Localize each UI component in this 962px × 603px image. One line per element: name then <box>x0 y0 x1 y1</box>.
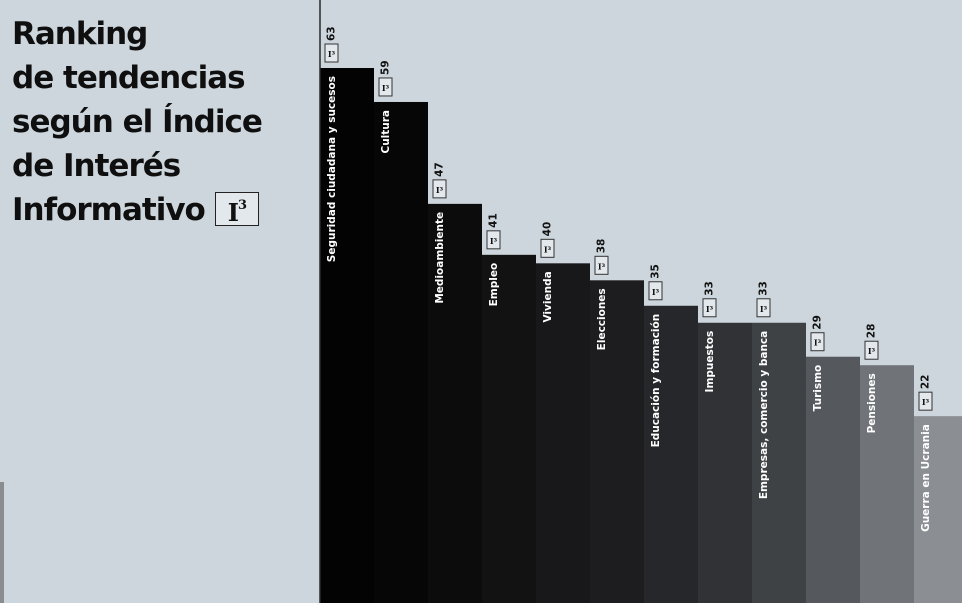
bar-value-label: 22 <box>920 375 932 390</box>
chart-title: Ranking de tendencias según el Índice de… <box>12 12 312 232</box>
bar-category-label: Cultura <box>380 110 392 154</box>
bar <box>806 356 860 603</box>
value-badge <box>540 238 555 258</box>
bar <box>644 305 698 603</box>
value-badge <box>378 77 393 97</box>
bar <box>752 322 806 603</box>
value-badge <box>810 332 825 352</box>
bar <box>374 101 428 603</box>
value-badge <box>702 298 717 318</box>
bar-value-label: 59 <box>380 60 392 75</box>
bar-category-label: Medioambiente <box>434 212 446 304</box>
bar-category-label: Turismo <box>812 365 824 412</box>
value-badge-text: I³ <box>706 304 714 314</box>
bar-category-label: Impuestos <box>704 331 716 393</box>
bar-value-label: 35 <box>650 264 662 279</box>
bar-category-label: Empleo <box>488 263 500 307</box>
bar-category-label: Seguridad ciudadana y sucesos <box>326 76 338 262</box>
title-line: Informativo I3 <box>12 188 312 232</box>
bar <box>320 68 374 603</box>
bar <box>860 365 914 603</box>
bar-value-label: 41 <box>488 213 500 228</box>
value-badge-text: I³ <box>544 244 552 254</box>
value-badge <box>756 298 771 318</box>
bar <box>482 254 536 603</box>
bar-value-label: 63 <box>326 26 338 41</box>
bar-category-label: Vivienda <box>542 271 554 322</box>
value-badge <box>864 340 879 360</box>
bar-value-label: 40 <box>542 222 554 237</box>
title-line: según el Índice <box>12 104 263 140</box>
bar-value-label: 28 <box>866 324 878 339</box>
value-badge <box>324 43 339 63</box>
bar-category-label: Empresas, comercio y banca <box>758 331 770 499</box>
bar-category-label: Pensiones <box>866 373 878 433</box>
bar-value-label: 38 <box>596 239 608 254</box>
badge-superscript: 3 <box>237 197 247 213</box>
value-badge-text: I³ <box>652 287 660 297</box>
value-badge-text: I³ <box>328 49 336 59</box>
value-badge-text: I³ <box>922 397 930 407</box>
bar <box>536 263 590 603</box>
bar-value-label: 33 <box>758 281 770 296</box>
bar-category-label: Educación y formación <box>650 314 662 448</box>
value-badge-text: I³ <box>760 304 768 314</box>
title-line: de Interés <box>12 148 181 184</box>
bar <box>914 416 962 603</box>
value-badge-text: I³ <box>598 261 606 271</box>
value-badge-text: I³ <box>436 185 444 195</box>
title-line: de tendencias <box>12 60 246 96</box>
bar-value-label: 33 <box>704 281 716 296</box>
bar-category-label: Elecciones <box>596 288 608 350</box>
title-line: Ranking <box>12 16 148 52</box>
value-badge-text: I³ <box>814 338 822 348</box>
value-badge-text: I³ <box>490 236 498 246</box>
value-badge <box>648 281 663 301</box>
bar <box>590 280 644 603</box>
title-line-text: Informativo <box>12 192 206 228</box>
value-badge-text: I³ <box>382 83 390 93</box>
bar-category-label: Guerra en Ucrania <box>920 424 932 532</box>
bar <box>698 322 752 603</box>
value-badge <box>486 230 501 250</box>
value-badge <box>432 179 447 199</box>
bar-value-label: 47 <box>434 162 446 177</box>
bar <box>428 203 482 603</box>
badge-letter: I <box>227 197 239 227</box>
value-badge <box>918 391 933 411</box>
value-badge-text: I³ <box>868 346 876 356</box>
bar-value-label: 29 <box>812 315 824 330</box>
value-badge <box>594 255 609 275</box>
left-edge-strip <box>0 482 4 603</box>
i3-logo-badge: I3 <box>214 191 259 227</box>
